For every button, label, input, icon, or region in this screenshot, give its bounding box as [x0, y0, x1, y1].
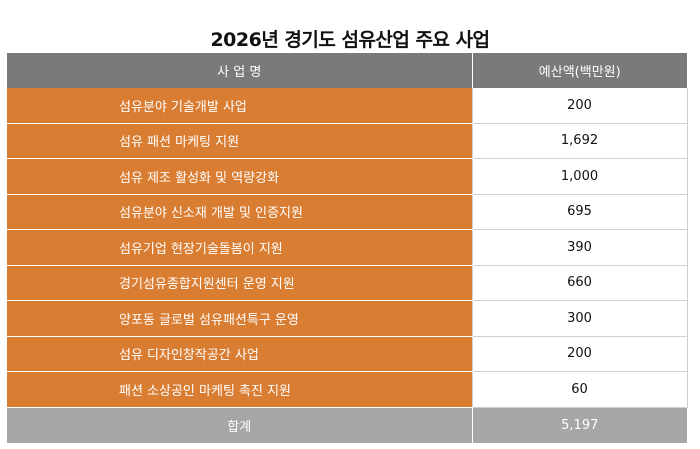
table-row: 섬유기업 현장기술돌봄이 지원 390	[7, 229, 688, 266]
table-row: 경기섬유종합지원센터 운영 지원 660	[7, 265, 688, 301]
row-name: 섬유기업 현장기술돌봄이 지원	[7, 229, 472, 266]
table-row: 양포동 글로벌 섬유패션특구 운영 300	[7, 300, 688, 337]
row-amount: 200	[471, 88, 688, 124]
total-row: 합계 5,197	[7, 407, 687, 443]
table-row: 섬유 패션 마케팅 지원 1,692	[7, 123, 688, 159]
total-label: 합계	[7, 407, 473, 443]
budget-table: 사 업 명 예산액(백만원) 섬유분야 기술개발 사업 200 섬유 패션 마케…	[7, 53, 688, 443]
row-name: 섬유 패션 마케팅 지원	[7, 123, 472, 159]
row-name: 섬유 제조 활성화 및 역량강화	[7, 158, 472, 195]
row-amount: 390	[471, 229, 688, 266]
row-amount: 1,000	[471, 158, 688, 195]
row-name: 섬유분야 기술개발 사업	[7, 88, 472, 124]
row-name: 양포동 글로벌 섬유패션특구 운영	[7, 300, 472, 337]
table-footer: 합계 5,197	[7, 407, 687, 443]
row-name: 섬유분야 신소재 개발 및 인증지원	[7, 194, 472, 230]
header-budget: 예산액(백만원)	[472, 53, 687, 88]
row-amount: 60	[471, 371, 688, 408]
row-amount: 300	[471, 300, 688, 337]
row-amount: 200	[471, 336, 688, 372]
row-amount: 1,692	[471, 123, 688, 159]
table-body: 섬유분야 기술개발 사업 200 섬유 패션 마케팅 지원 1,692 섬유 제…	[7, 88, 688, 408]
page-title: 2026년 경기도 섬유산업 주요 사업	[210, 29, 490, 51]
header-business-name: 사 업 명	[7, 53, 473, 88]
row-name: 섬유 디자인창작공간 사업	[7, 336, 472, 372]
table-row: 섬유 제조 활성화 및 역량강화 1,000	[7, 158, 688, 195]
total-amount: 5,197	[472, 407, 687, 443]
table-row: 섬유 디자인창작공간 사업 200	[7, 336, 688, 372]
row-amount: 695	[471, 194, 688, 230]
table-header: 사 업 명 예산액(백만원)	[7, 53, 687, 88]
row-name: 경기섬유종합지원센터 운영 지원	[7, 265, 472, 301]
table-row: 패션 소상공인 마케팅 촉진 지원 60	[7, 371, 688, 408]
header-row: 사 업 명 예산액(백만원)	[7, 53, 687, 88]
table-row: 섬유분야 기술개발 사업 200	[7, 88, 688, 124]
table-row: 섬유분야 신소재 개발 및 인증지원 695	[7, 194, 688, 230]
row-name: 패션 소상공인 마케팅 촉진 지원	[7, 371, 472, 408]
row-amount: 660	[471, 265, 688, 301]
